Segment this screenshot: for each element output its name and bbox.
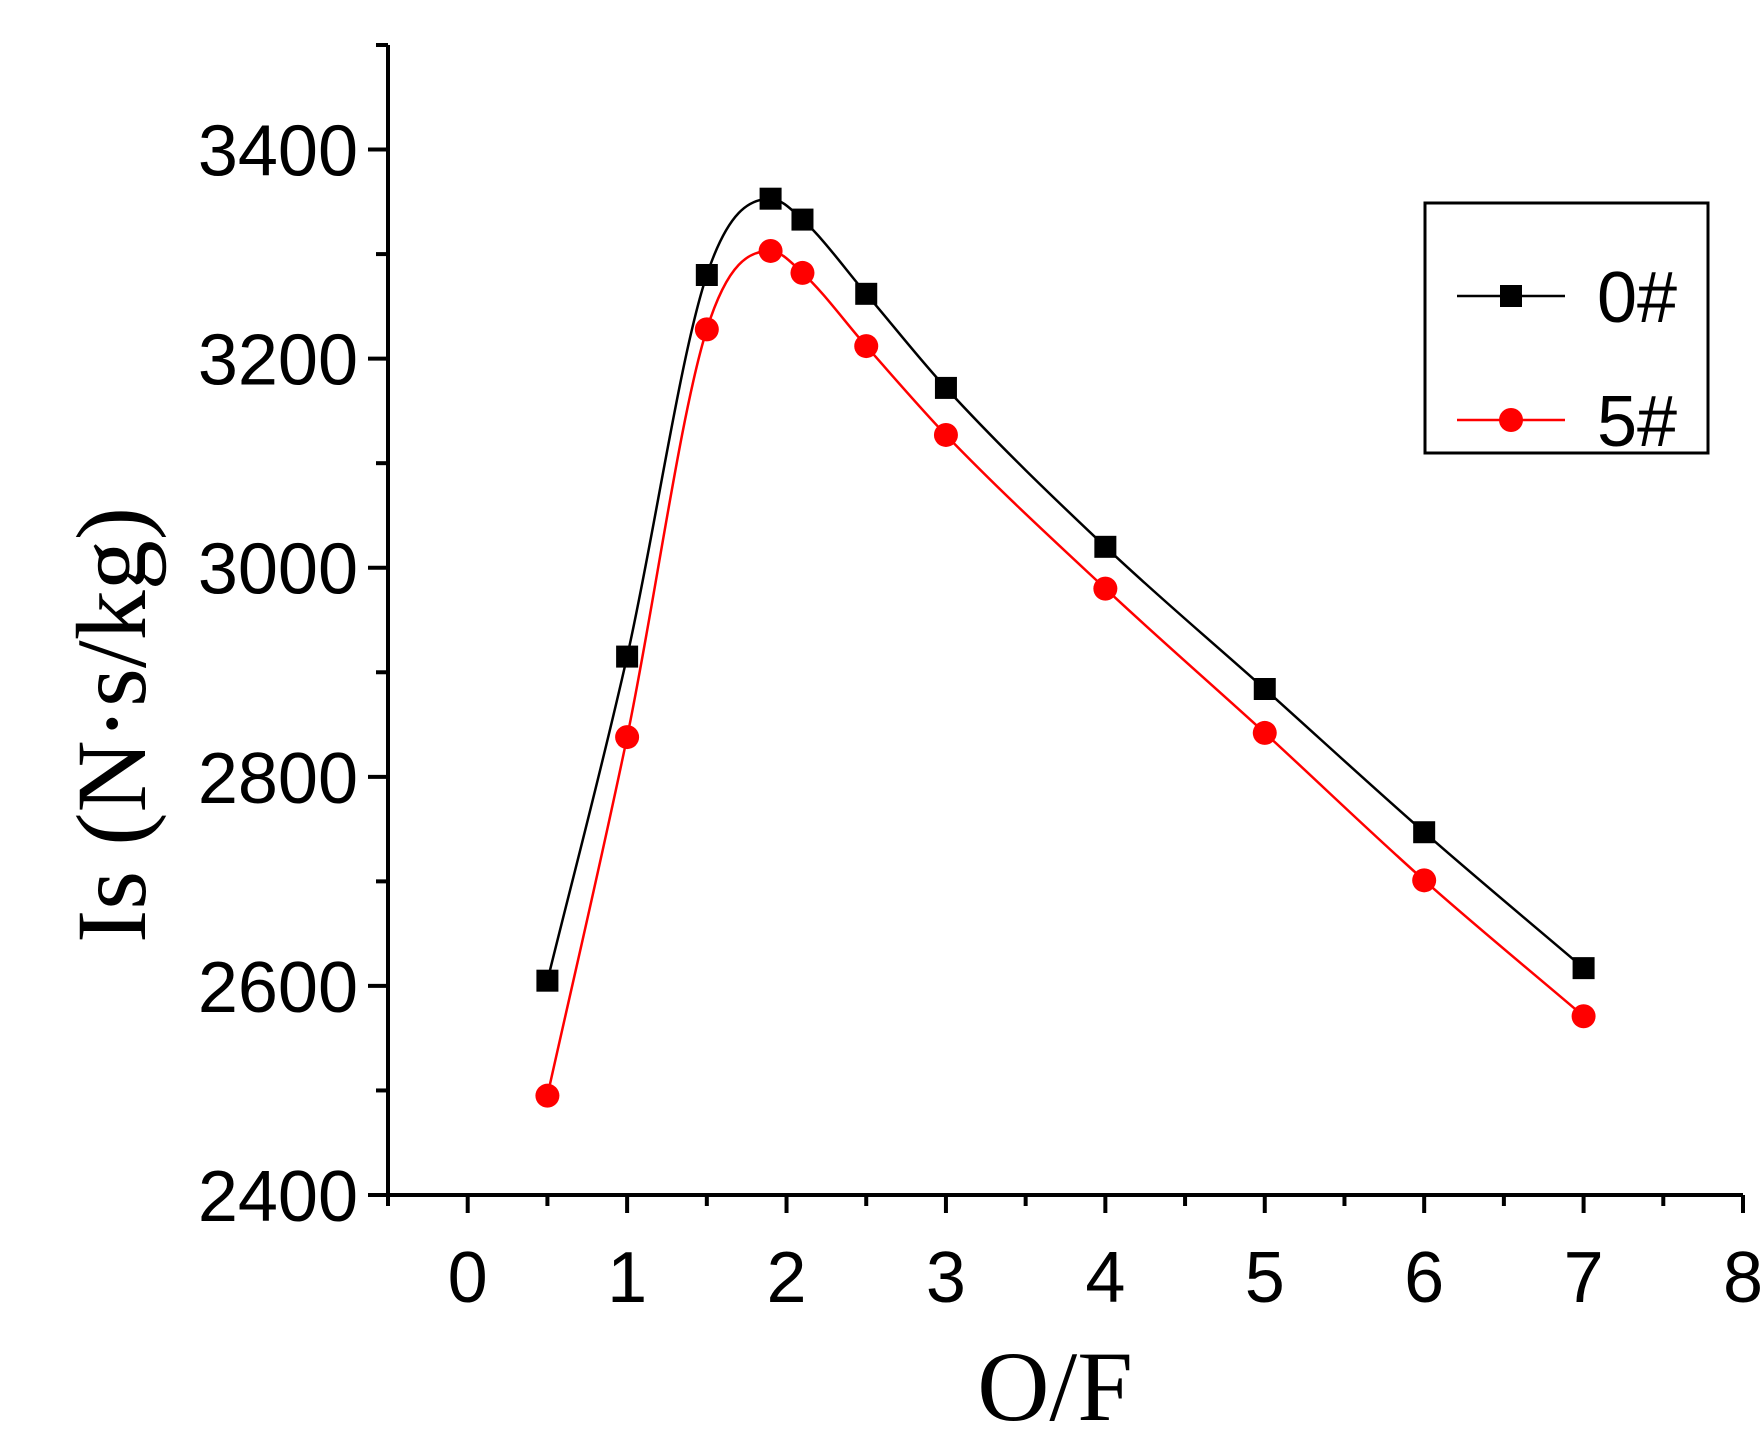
data-point-circle bbox=[758, 238, 783, 263]
data-point-square bbox=[695, 264, 718, 286]
x-tick-label: 0 bbox=[448, 1238, 488, 1318]
x-tick-label: 5 bbox=[1245, 1238, 1285, 1318]
legend-box bbox=[1423, 201, 1710, 455]
data-point-circle bbox=[535, 1083, 560, 1108]
series-line-0 bbox=[546, 197, 1585, 981]
data-point-circle bbox=[790, 260, 815, 285]
data-point-square bbox=[616, 645, 639, 668]
legend: 0# 5# bbox=[1423, 201, 1710, 462]
y-tick-label: 2600 bbox=[198, 948, 358, 1028]
x-tick-label: 4 bbox=[1085, 1238, 1125, 1318]
y-tick-label: 3400 bbox=[198, 112, 358, 192]
data-point-circle bbox=[933, 422, 958, 447]
data-point-square bbox=[1094, 535, 1117, 558]
data-point-square bbox=[1413, 821, 1436, 844]
data-point-square bbox=[1253, 678, 1276, 700]
series-1 bbox=[535, 238, 1596, 1108]
legend-marker-square bbox=[1500, 285, 1522, 307]
data-point-circle bbox=[694, 317, 719, 342]
data-point-circle bbox=[1252, 720, 1277, 745]
x-tick-label: 1 bbox=[607, 1238, 647, 1318]
plot-area bbox=[535, 187, 1596, 1108]
legend-label-0: 0# bbox=[1597, 258, 1677, 338]
y-axis-title: Is (N·s/kg) bbox=[56, 507, 167, 943]
x-tick-label: 7 bbox=[1564, 1238, 1604, 1318]
x-tick-label: 8 bbox=[1723, 1238, 1763, 1318]
data-point-circle bbox=[1093, 576, 1118, 601]
y-tick-label: 2800 bbox=[198, 739, 358, 819]
data-point-circle bbox=[615, 725, 640, 750]
legend-label-1: 5# bbox=[1597, 382, 1677, 462]
legend-marker-circle bbox=[1499, 408, 1523, 432]
data-point-circle bbox=[854, 334, 879, 359]
y-tick-label: 3000 bbox=[198, 530, 358, 610]
data-point-square bbox=[855, 282, 878, 305]
y-tick-label: 2400 bbox=[198, 1157, 358, 1237]
x-tick-label: 2 bbox=[767, 1238, 807, 1318]
x-axis-title: O/F bbox=[977, 1331, 1133, 1432]
data-point-circle bbox=[1571, 1004, 1596, 1029]
axes: 0 1 2 3 4 5 6 7 8 2400 2600 2800 3000 3200 3400 bbox=[198, 43, 1763, 1318]
x-tick-label: 6 bbox=[1404, 1238, 1444, 1318]
y-tick-label: 3200 bbox=[198, 321, 358, 401]
data-point-square bbox=[759, 187, 782, 210]
series-0 bbox=[536, 187, 1595, 992]
data-point-square bbox=[1572, 957, 1595, 980]
data-point-square bbox=[934, 376, 957, 399]
data-point-circle bbox=[1412, 868, 1437, 893]
data-point-square bbox=[791, 208, 814, 231]
data-point-square bbox=[536, 969, 559, 992]
x-tick-label: 3 bbox=[926, 1238, 966, 1318]
